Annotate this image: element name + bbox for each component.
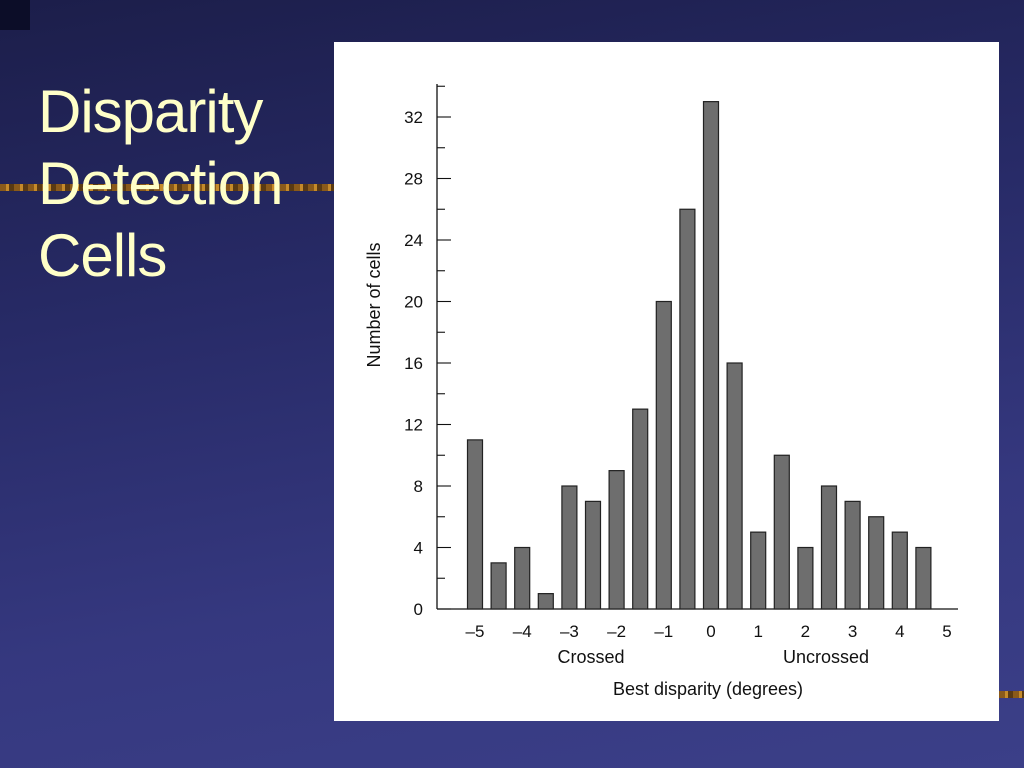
x-tick-label: –3 <box>560 622 579 641</box>
histogram-bar <box>679 208 696 610</box>
histogram-bar <box>561 485 578 610</box>
uncrossed-group-label: Uncrossed <box>783 647 869 667</box>
histogram-bar <box>537 593 554 610</box>
histogram-bar <box>726 362 743 610</box>
histogram-bar <box>584 500 602 610</box>
histogram-bar <box>773 454 790 610</box>
slide-title: Disparity Detection Cells <box>38 76 338 292</box>
y-tick-label: 24 <box>404 231 423 250</box>
y-tick-label: 20 <box>404 293 423 312</box>
y-tick-label: 0 <box>414 600 423 619</box>
y-tick-label: 32 <box>404 108 423 127</box>
x-tick-label: –1 <box>654 622 673 641</box>
histogram-bar <box>820 485 838 610</box>
decorative-stripe-right <box>999 691 1024 698</box>
decorative-stripe-left <box>0 184 334 191</box>
x-tick-label: 3 <box>848 622 857 641</box>
x-tick-label: –4 <box>513 622 532 641</box>
crossed-group-label: Crossed <box>557 647 624 667</box>
x-tick-label: 1 <box>753 622 762 641</box>
slide-title-line: Disparity <box>38 78 263 145</box>
x-axis: –5 –4 –3 –2 –1 0 1 2 3 4 5 <box>437 608 958 641</box>
y-axis: 0 4 8 12 16 20 24 28 32 <box>404 84 451 619</box>
x-tick-label: 2 <box>801 622 810 641</box>
histogram-bar <box>750 531 767 610</box>
histogram-bar <box>466 439 484 610</box>
y-tick-label: 4 <box>414 539 423 558</box>
slide-title-line: Detection <box>38 150 283 217</box>
histogram-bar <box>844 500 861 610</box>
x-tick-label: 0 <box>706 622 715 641</box>
x-tick-label: 4 <box>895 622 904 641</box>
histogram-bar <box>868 516 885 610</box>
y-tick-label: 16 <box>404 354 423 373</box>
histogram-bar <box>608 470 625 610</box>
histogram-bar <box>797 546 814 610</box>
y-axis-title: Number of cells <box>364 242 384 367</box>
y-tick-label: 12 <box>404 416 423 435</box>
histogram-bar <box>490 562 507 610</box>
histogram-bar <box>915 546 932 610</box>
x-tick-label: –2 <box>607 622 626 641</box>
histogram-bar <box>891 531 908 610</box>
x-axis-title: Best disparity (degrees) <box>613 679 803 699</box>
x-tick-label: –5 <box>466 622 485 641</box>
histogram-bar <box>655 300 672 610</box>
slide-title-line: Cells <box>38 222 167 289</box>
histogram-bar <box>632 408 649 610</box>
histogram-bar <box>702 101 720 610</box>
figure-panel: 0 4 8 12 16 20 24 28 32 –5 –4 –3 –2 –1 0 1 2 3 4 5 Number … <box>334 42 999 721</box>
histogram-bar <box>514 546 531 610</box>
corner-decoration <box>0 0 30 30</box>
bars <box>466 101 932 610</box>
y-tick-label: 28 <box>404 170 423 189</box>
x-tick-label: 5 <box>942 622 951 641</box>
y-tick-label: 8 <box>414 477 423 496</box>
